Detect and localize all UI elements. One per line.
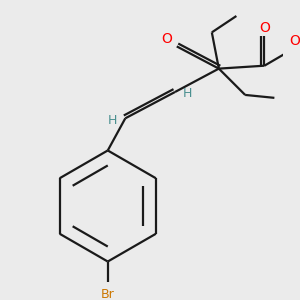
- Text: O: O: [259, 21, 270, 35]
- Text: H: H: [108, 114, 117, 127]
- Text: H: H: [183, 87, 193, 100]
- Text: O: O: [290, 34, 300, 48]
- Text: O: O: [161, 32, 172, 46]
- Text: Br: Br: [101, 288, 115, 300]
